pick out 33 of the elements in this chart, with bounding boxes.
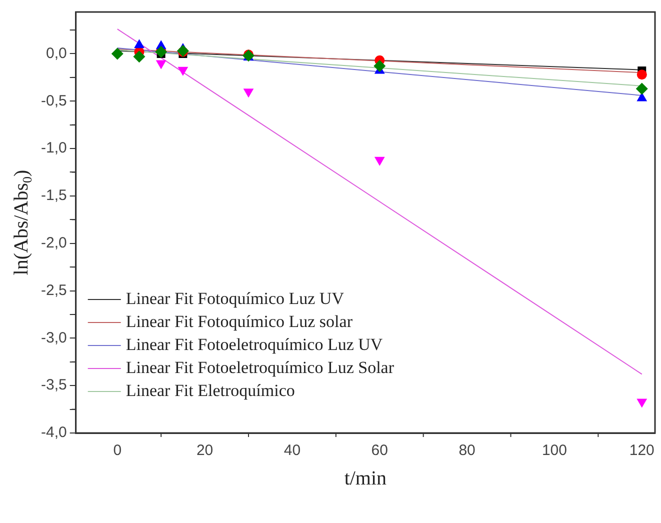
x-axis-title: t/min <box>344 467 387 490</box>
legend-label: Linear Fit Fotoquímico Luz solar <box>126 312 353 331</box>
point <box>374 60 386 72</box>
x-tick-label: 0 <box>113 442 122 460</box>
y-tick-label: 0,0 <box>46 44 67 62</box>
legend-label: Linear Fit Fotoeletroquímico Luz Solar <box>126 358 394 377</box>
point <box>134 39 144 48</box>
x-tick-label: 80 <box>458 442 476 460</box>
point <box>178 66 188 76</box>
y-tick-label: -1,0 <box>40 140 67 157</box>
y-tick-label: -3,5 <box>40 376 67 394</box>
point <box>636 82 648 95</box>
point <box>133 50 146 63</box>
y-axis-title: ln(Abs/Abs0) <box>10 170 34 276</box>
point <box>374 156 385 166</box>
x-tick-label: 20 <box>196 442 214 460</box>
y-tick-label: -4,0 <box>40 424 67 442</box>
legend-label: Linear Fit Eletroquímico <box>126 380 295 400</box>
y-tick-label: -2,0 <box>40 234 67 252</box>
legend-label: Linear Fit Fotoeletroquímico Luz UV <box>126 334 384 354</box>
x-tick-label: 60 <box>371 442 388 460</box>
y-tick-label: -1,5 <box>40 187 67 204</box>
x-tick-label: 40 <box>284 442 301 460</box>
y-tick-label: -2,5 <box>40 282 67 299</box>
point <box>636 70 647 80</box>
point <box>636 398 648 408</box>
point <box>111 48 124 60</box>
x-tick-label: 100 <box>542 442 567 460</box>
legend-label: Linear Fit Fotoquímico Luz UV <box>126 288 345 308</box>
x-tick-label: 120 <box>629 442 654 460</box>
point <box>243 88 254 98</box>
y-tick-label: -0,5 <box>40 92 67 110</box>
y-tick-label: -3,0 <box>40 329 67 346</box>
